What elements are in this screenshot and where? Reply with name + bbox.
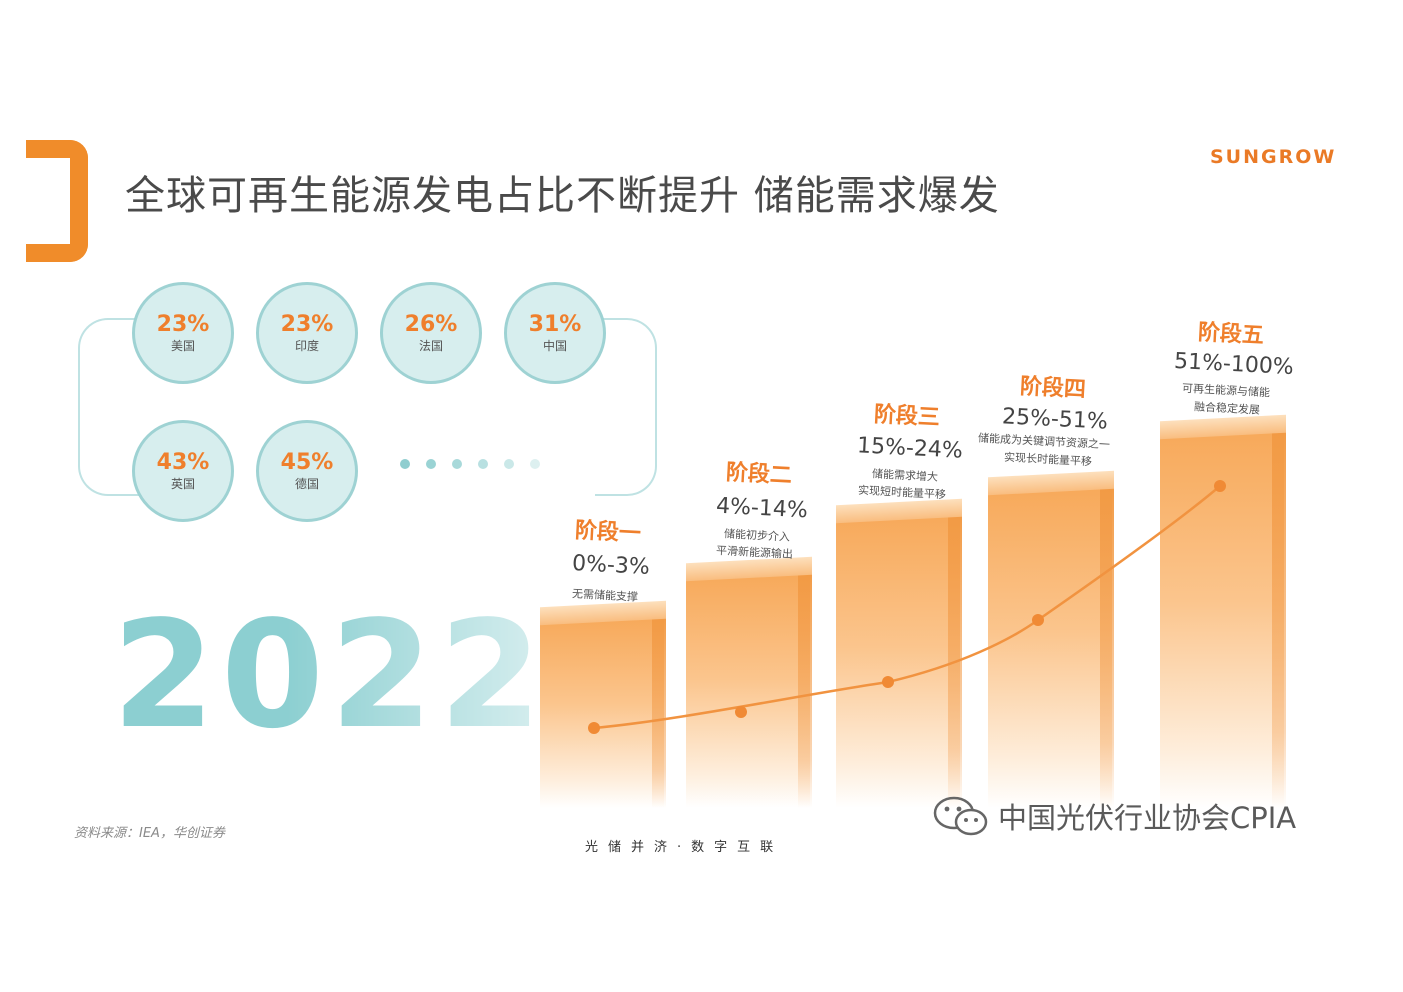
stage-bar-3 xyxy=(836,516,960,808)
watermark: 中国光伏行业协会CPIA xyxy=(930,795,1296,837)
share-value: 45% xyxy=(280,450,334,475)
stage-bar-1-side xyxy=(652,612,666,808)
share-country: 美国 xyxy=(170,339,195,353)
curve-point xyxy=(882,676,894,688)
share-circle-uk: 43% 英国 xyxy=(132,420,234,522)
share-country: 德国 xyxy=(294,477,319,491)
wechat-icon xyxy=(933,796,988,836)
curve-point xyxy=(1032,614,1044,626)
share-country: 英国 xyxy=(170,477,195,491)
share-country: 法国 xyxy=(418,339,443,353)
share-circle-india: 23% 印度 xyxy=(256,282,358,384)
circle-group-frame-right xyxy=(595,318,657,496)
share-country: 印度 xyxy=(294,339,319,353)
stage-bar-4 xyxy=(988,488,1112,808)
ellipsis-dot xyxy=(426,459,436,469)
ellipsis-dot xyxy=(478,459,488,469)
share-value: 31% xyxy=(528,312,582,337)
sungrow-logo: SUNGROW xyxy=(1210,146,1337,168)
share-value: 23% xyxy=(280,312,334,337)
ellipsis-dot xyxy=(504,459,514,469)
stage-4-name: 阶段四 xyxy=(1019,374,1087,403)
stage-3-name: 阶段三 xyxy=(873,402,941,431)
stage-bar-3-side xyxy=(948,510,962,808)
data-source-note: 资料来源：IEA，华创证券 xyxy=(74,826,225,841)
stage-bar-4-side xyxy=(1100,482,1114,808)
stage-2-range: 4%-14% xyxy=(715,493,809,524)
stage-bar-2-side xyxy=(798,568,812,808)
stage-1-range: 0%-3% xyxy=(571,550,651,581)
stage-bar-1 xyxy=(540,618,664,808)
circle-group-frame-left xyxy=(78,318,140,496)
share-circle-germany: 45% 德国 xyxy=(256,420,358,522)
ellipsis-dot xyxy=(400,459,410,469)
share-country: 中国 xyxy=(542,339,567,353)
ellipsis-dot xyxy=(452,459,462,469)
curve-point xyxy=(735,706,747,718)
ellipsis-dot xyxy=(530,459,540,469)
curve-point xyxy=(588,722,600,734)
share-circle-china: 31% 中国 xyxy=(504,282,606,384)
share-circle-france: 26% 法国 xyxy=(380,282,482,384)
title-bracket-decoration xyxy=(26,140,88,262)
curve-point xyxy=(1214,480,1226,492)
share-circle-usa: 23% 美国 xyxy=(132,282,234,384)
slogan: 光储并济·数字互联 xyxy=(585,840,784,855)
watermark-text: 中国光伏行业协会CPIA xyxy=(998,801,1297,835)
page-title: 全球可再生能源发电占比不断提升 储能需求爆发 xyxy=(125,173,1000,219)
stage-5-name: 阶段五 xyxy=(1197,320,1265,349)
share-value: 23% xyxy=(156,312,210,337)
share-value: 26% xyxy=(404,312,458,337)
stage-1-name: 阶段一 xyxy=(574,518,642,547)
stage-bar-5-side xyxy=(1272,426,1286,808)
share-value: 43% xyxy=(156,450,210,475)
year-label: 2022 xyxy=(112,589,548,761)
stage-bar-2 xyxy=(686,574,810,808)
stage-2-name: 阶段二 xyxy=(725,460,793,489)
stage-bar-5 xyxy=(1160,432,1284,808)
